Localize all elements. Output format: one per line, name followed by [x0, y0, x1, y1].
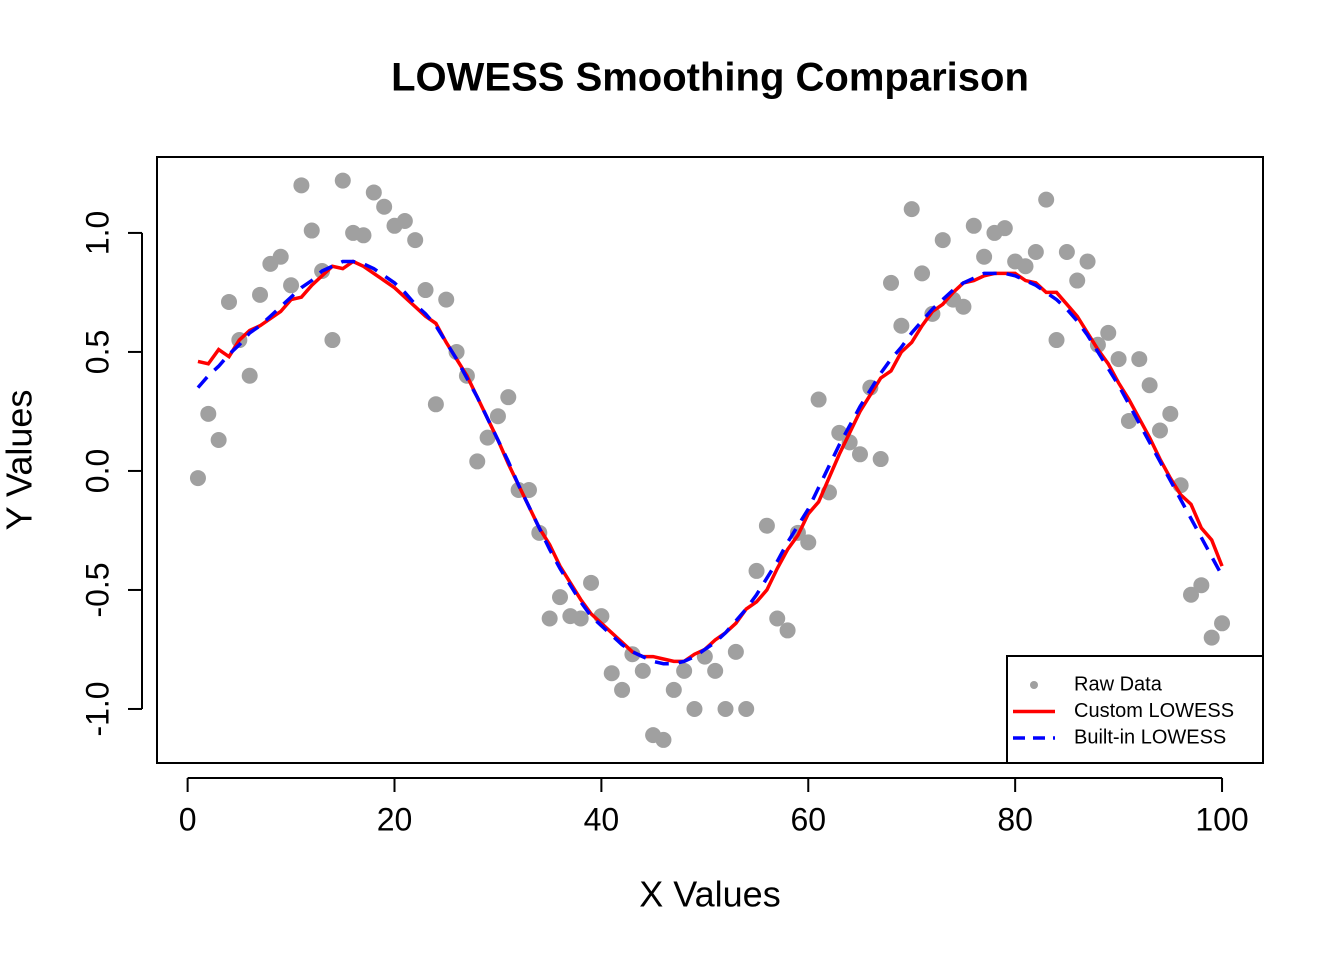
- data-point: [603, 665, 620, 682]
- data-point: [614, 681, 631, 698]
- legend-box: [1006, 655, 1264, 764]
- data-point: [283, 277, 300, 294]
- x-tick-label: 60: [790, 801, 826, 837]
- data-point: [1038, 191, 1055, 208]
- data-point: [293, 177, 310, 194]
- data-point: [1131, 351, 1148, 368]
- data-point: [479, 429, 496, 446]
- x-axis-title: X Values: [639, 874, 780, 915]
- data-point: [893, 317, 910, 334]
- y-tick-label: -1.0: [79, 681, 115, 736]
- data-point: [1048, 332, 1065, 349]
- data-point: [376, 198, 393, 215]
- smooth-line: [196, 259, 1224, 666]
- data-point: [200, 405, 217, 422]
- data-point: [520, 481, 537, 498]
- data-point: [851, 446, 868, 463]
- data-point: [1151, 422, 1168, 439]
- data-point: [1203, 629, 1220, 646]
- y-tick-label: 0.0: [79, 449, 115, 493]
- data-point: [914, 265, 931, 282]
- y-tick-label: 1.0: [79, 211, 115, 255]
- data-point: [303, 222, 320, 239]
- data-point: [241, 367, 258, 384]
- data-point: [779, 622, 796, 639]
- x-tick-label: 100: [1195, 801, 1248, 837]
- data-point: [758, 517, 775, 534]
- data-point: [831, 424, 848, 441]
- data-point: [355, 227, 372, 244]
- x-tick-label: 40: [584, 801, 620, 837]
- plot-frame: [156, 156, 1264, 764]
- data-point: [996, 220, 1013, 237]
- data-point: [976, 248, 993, 265]
- data-point: [965, 217, 982, 234]
- data-point: [189, 470, 206, 487]
- legend-label: Raw Data: [1074, 673, 1163, 695]
- data-point: [1079, 253, 1096, 270]
- data-point: [1214, 615, 1231, 632]
- data-point: [417, 282, 434, 299]
- data-point: [634, 662, 651, 679]
- x-tick-label: 20: [377, 801, 413, 837]
- data-point: [1141, 377, 1158, 394]
- data-point: [707, 662, 724, 679]
- data-point: [1058, 243, 1075, 260]
- data-point: [883, 274, 900, 291]
- y-tick-label: -0.5: [79, 562, 115, 617]
- data-point: [872, 451, 889, 468]
- data-point: [552, 589, 569, 606]
- data-point: [489, 408, 506, 425]
- data-point: [324, 332, 341, 349]
- data-point: [800, 534, 817, 551]
- data-point: [1193, 577, 1210, 594]
- data-point: [334, 172, 351, 189]
- data-point: [1110, 351, 1127, 368]
- data-point: [903, 201, 920, 218]
- data-point: [738, 700, 755, 717]
- data-point: [1027, 243, 1044, 260]
- data-point: [541, 610, 558, 627]
- data-point: [583, 574, 600, 591]
- data-point: [396, 213, 413, 230]
- data-point: [252, 286, 269, 303]
- legend-label: Custom LOWESS: [1074, 700, 1234, 722]
- data-point: [427, 396, 444, 413]
- legend-symbol: [1030, 681, 1038, 689]
- x-tick-label: 80: [997, 801, 1033, 837]
- data-point: [365, 184, 382, 201]
- data-point: [1017, 258, 1034, 275]
- legend-label: Built-in LOWESS: [1074, 726, 1226, 748]
- data-point: [272, 248, 289, 265]
- data-point: [727, 643, 744, 660]
- data-point: [407, 232, 424, 249]
- data-point: [1120, 412, 1137, 429]
- data-point: [1162, 405, 1179, 422]
- data-point: [1183, 586, 1200, 603]
- data-point: [1100, 324, 1117, 341]
- y-tick-label: 0.5: [79, 330, 115, 374]
- data-point: [438, 291, 455, 308]
- data-point: [469, 453, 486, 470]
- data-point: [810, 391, 827, 408]
- data-point: [655, 731, 672, 748]
- data-point: [686, 700, 703, 717]
- data-point: [676, 662, 693, 679]
- data-point: [934, 232, 951, 249]
- chart-title: LOWESS Smoothing Comparison: [391, 56, 1029, 100]
- data-point: [572, 610, 589, 627]
- data-point: [210, 432, 227, 449]
- data-point: [748, 562, 765, 579]
- x-tick-label: 0: [179, 801, 197, 837]
- data-point: [220, 293, 237, 310]
- data-point: [1069, 272, 1086, 289]
- data-point: [717, 700, 734, 717]
- data-point: [500, 389, 517, 406]
- y-axis-title: Y Values: [0, 390, 40, 531]
- data-point: [955, 298, 972, 315]
- data-point: [665, 681, 682, 698]
- data-point: [769, 610, 786, 627]
